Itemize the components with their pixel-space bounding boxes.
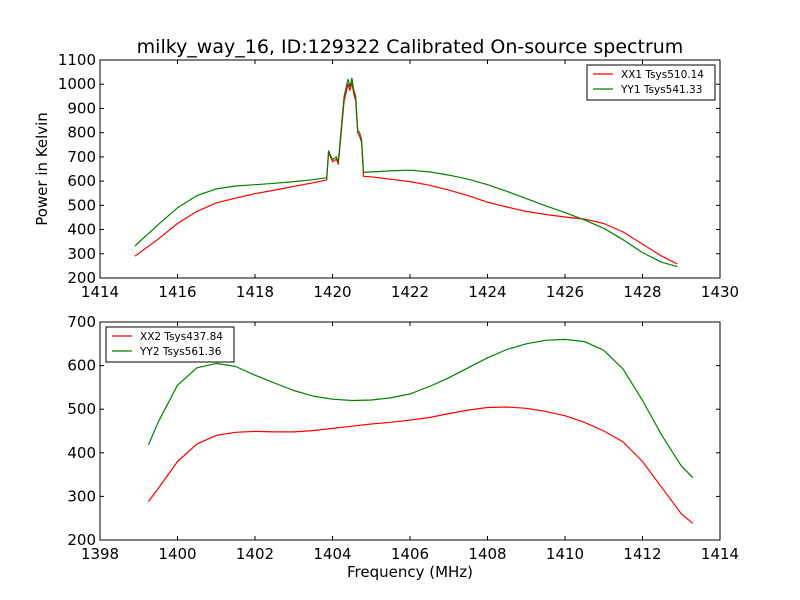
chart-title: milky_way_16, ID:129322 Calibrated On-so… — [137, 36, 684, 58]
bottom-legend-box — [105, 326, 235, 363]
series-line-yy2 — [147, 338, 694, 479]
x-tick-label: 1414 — [81, 283, 119, 301]
x-tick-label: 1414 — [701, 545, 739, 563]
x-tick-label: 1400 — [158, 545, 196, 563]
top-spectrum-panel: milky_way_16, ID:129322 Calibrated On-so… — [33, 36, 739, 301]
x-tick-label: 1420 — [313, 283, 351, 301]
y-tick-label: 200 — [67, 269, 96, 287]
y-tick-label: 1000 — [58, 75, 96, 93]
legend-label-yy2: YY2 Tsys561.36 — [139, 346, 222, 358]
x-tick-label: 1404 — [313, 545, 351, 563]
y-tick-label: 700 — [67, 313, 96, 331]
y-tick-label: 300 — [67, 245, 96, 263]
top-y-axis-label: Power in Kelvin — [33, 112, 51, 226]
x-tick-label: 1402 — [236, 545, 274, 563]
x-tick-label: 1428 — [623, 283, 661, 301]
x-tick-label: 1418 — [236, 283, 274, 301]
top-axis-ticks: 1414 1416 1418 1420 1422 1424 1426 1428 1430 200 3… — [58, 51, 739, 301]
y-tick-label: 1100 — [58, 51, 96, 69]
y-tick-label: 400 — [67, 444, 96, 462]
y-tick-label: 700 — [67, 148, 96, 166]
x-tick-label: 1408 — [468, 545, 506, 563]
bottom-plot-area — [147, 338, 694, 524]
bottom-x-axis-label: Frequency (MHz) — [347, 563, 473, 581]
y-tick-label: 400 — [67, 221, 96, 239]
y-tick-label: 800 — [67, 124, 96, 142]
y-tick-label: 900 — [67, 99, 96, 117]
bottom-legend: XX2 Tsys437.84 YY2 Tsys561.36 — [105, 326, 235, 363]
y-tick-label: 200 — [67, 531, 96, 549]
y-tick-label: 500 — [67, 400, 96, 418]
x-tick-label: 1430 — [701, 283, 739, 301]
x-tick-label: 1412 — [623, 545, 661, 563]
y-tick-label: 300 — [67, 487, 96, 505]
x-tick-label: 1416 — [158, 283, 196, 301]
top-plot-area — [134, 77, 678, 268]
y-tick-label: 600 — [67, 172, 96, 190]
x-tick-label: 1422 — [391, 283, 429, 301]
series-line-yy1 — [134, 77, 678, 268]
y-tick-label: 500 — [67, 196, 96, 214]
y-tick-label: 600 — [67, 357, 96, 375]
top-legend: XX1 Tsys510.14 YY1 Tsys541.33 — [586, 64, 716, 101]
legend-label-xx1: XX1 Tsys510.14 — [621, 69, 704, 81]
x-tick-label: 1398 — [81, 545, 119, 563]
top-legend-box — [586, 64, 716, 101]
legend-label-xx2: XX2 Tsys437.84 — [140, 331, 223, 343]
x-tick-label: 1424 — [468, 283, 506, 301]
legend-label-yy1: YY1 Tsys541.33 — [620, 84, 702, 96]
bottom-spectrum-panel: 1398 1400 1402 1404 1406 1408 1410 1412 1414 200 3… — [67, 313, 739, 581]
x-tick-label: 1410 — [546, 545, 584, 563]
bottom-axis-ticks: 1398 1400 1402 1404 1406 1408 1410 1412 1414 200 3… — [67, 313, 739, 563]
series-line-xx2 — [147, 406, 694, 524]
x-tick-label: 1426 — [546, 283, 584, 301]
x-tick-label: 1406 — [391, 545, 429, 563]
